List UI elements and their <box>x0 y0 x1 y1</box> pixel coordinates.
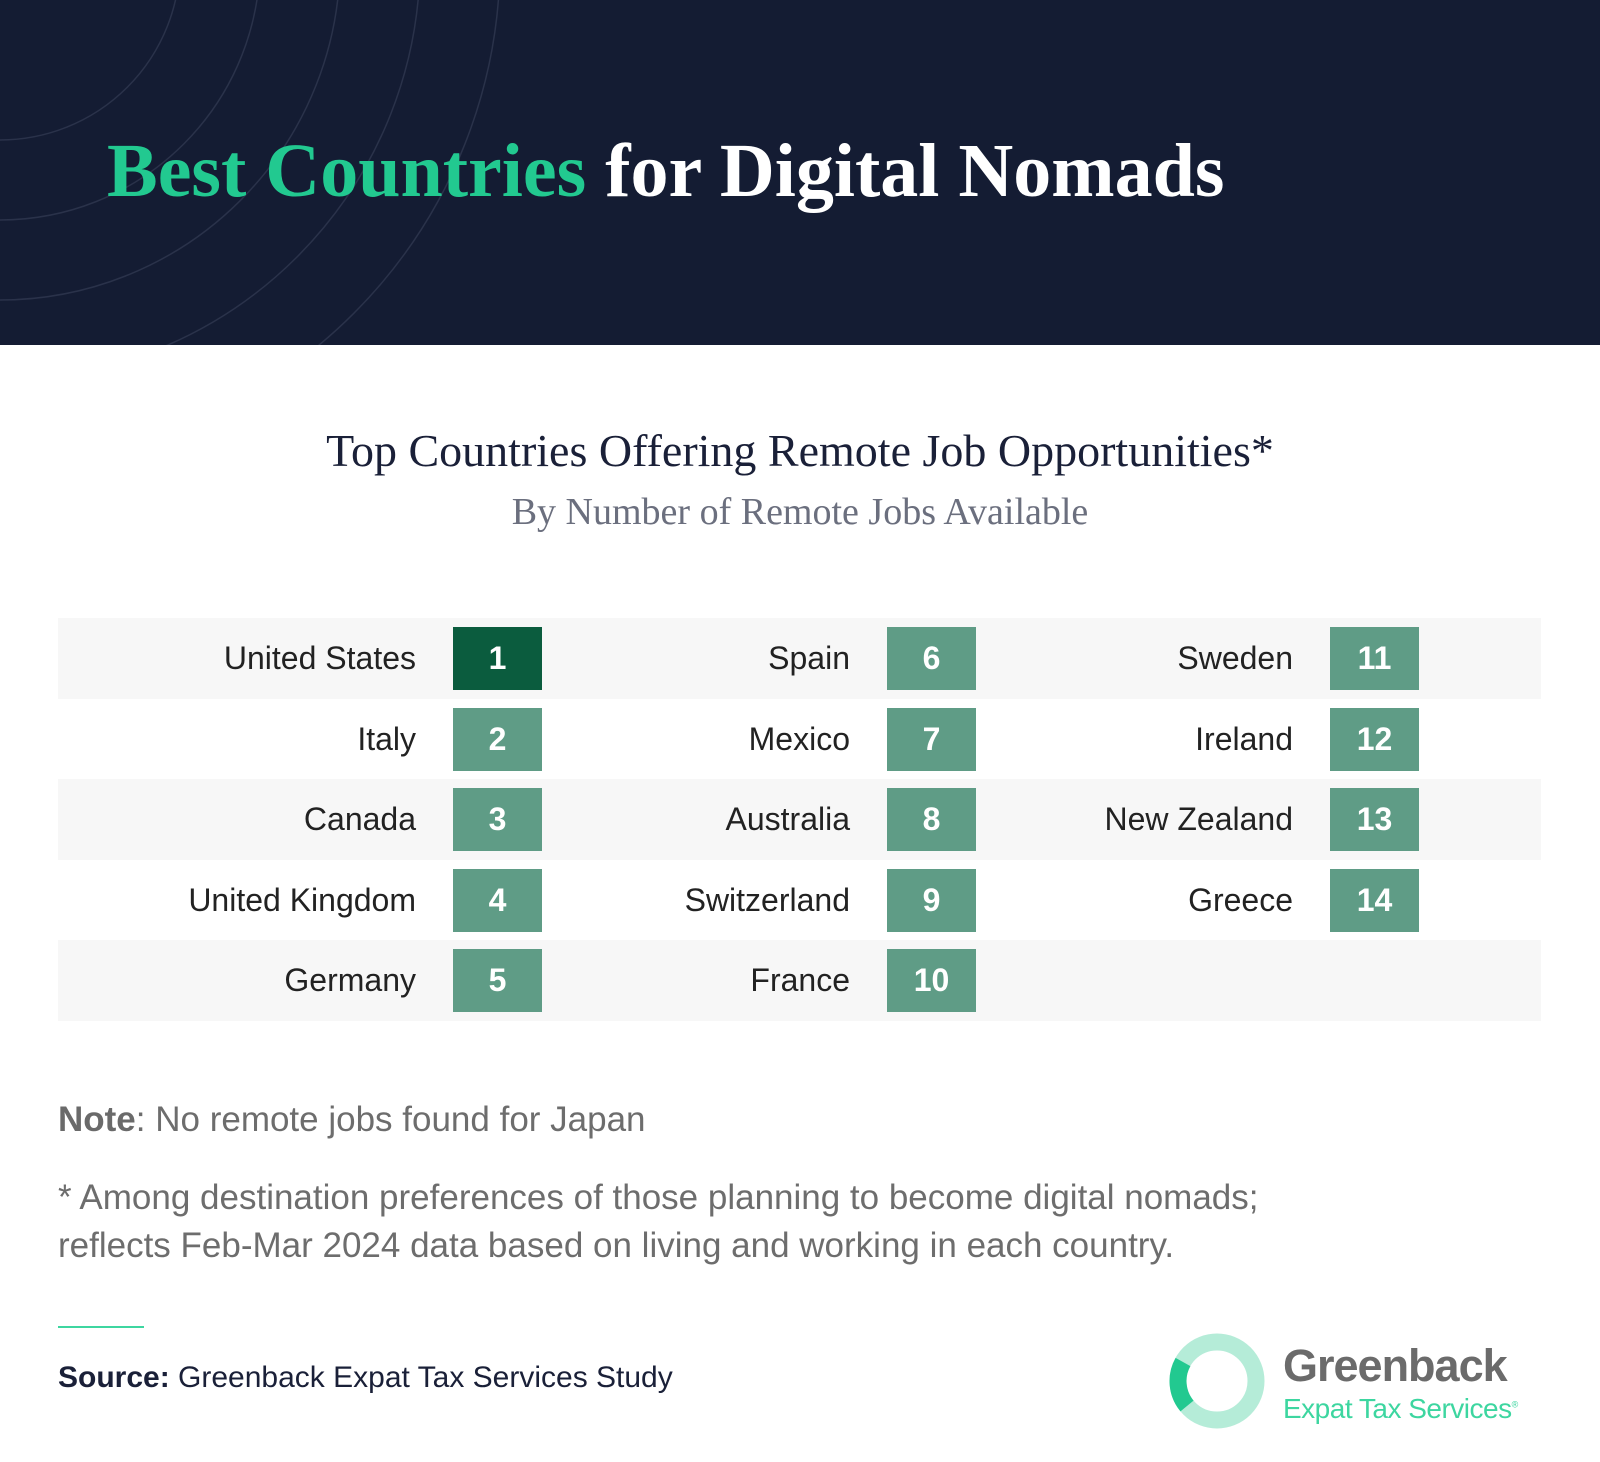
rank-badge: 11 <box>1330 627 1419 690</box>
table-row: Germany 5 France 10 <box>58 940 1541 1021</box>
logo-name: Greenback <box>1283 1340 1508 1391</box>
footnote-line: reflects Feb-Mar 2024 data based on livi… <box>58 1226 1175 1265</box>
note: Note: No remote jobs found for Japan <box>58 1100 646 1140</box>
footnote-line: * Among destination preferences of those… <box>58 1178 1259 1217</box>
table-row: United States 1 Spain 6 Sweden 11 <box>58 618 1541 699</box>
country-name: France <box>750 962 850 999</box>
rank-badge: 5 <box>453 949 542 1013</box>
note-text: : No remote jobs found for Japan <box>135 1100 646 1139</box>
title: Best Countries for Digital Nomads <box>107 128 1224 215</box>
logo-tagline-text: Expat Tax Services <box>1283 1393 1512 1424</box>
source-label: Source: <box>58 1361 170 1394</box>
country-name: United States <box>223 640 416 676</box>
title-highlight: Best Countries <box>107 129 587 213</box>
source-text: Greenback Expat Tax Services Study <box>178 1361 673 1394</box>
country-name: Mexico <box>748 720 850 757</box>
rank-badge: 9 <box>887 868 976 932</box>
source: Source: Greenback Expat Tax Services Stu… <box>58 1361 673 1395</box>
logo-mark <box>1169 1333 1265 1429</box>
subtitle: Top Countries Offering Remote Job Opport… <box>326 425 1274 476</box>
country-name: Italy <box>357 720 416 757</box>
ranking-table: United States 1 Spain 6 Sweden 11 Italy 2 Mexico… <box>58 618 1541 1021</box>
divider <box>58 1326 144 1328</box>
country-name: Canada <box>303 801 416 838</box>
rank-badge: 10 <box>887 949 976 1013</box>
rank-badge: 12 <box>1330 707 1419 771</box>
registered-mark: ® <box>1511 1399 1519 1410</box>
rank-badge: 7 <box>887 707 976 771</box>
country-name: Germany <box>284 962 416 999</box>
country-name: Greece <box>1188 881 1293 918</box>
rank-badge: 13 <box>1330 788 1419 852</box>
table-row: United Kingdom 4 Switzerland 9 Greece 14 <box>58 860 1541 941</box>
title-rest: for Digital Nomads <box>605 129 1225 213</box>
rank-badge: 1 <box>453 627 542 690</box>
country-name: New Zealand <box>1104 801 1293 838</box>
country-name: Australia <box>725 801 851 838</box>
subtitle-detail: By Number of Remote Jobs Available <box>511 491 1089 533</box>
note-label: Note <box>58 1100 136 1139</box>
country-name: Spain <box>768 640 850 676</box>
rank-badge: 4 <box>453 868 542 932</box>
logo-tagline: Expat Tax Services® <box>1283 1393 1518 1425</box>
country-name: Ireland <box>1195 720 1293 757</box>
rank-badge: 8 <box>887 788 976 852</box>
rank-badge: 14 <box>1330 868 1419 932</box>
header: Best Countries for Digital Nomads <box>0 0 1600 345</box>
rank-badge: 6 <box>887 627 976 690</box>
rank-badge: 3 <box>453 788 542 852</box>
table-row: Canada 3 Australia 8 New Zealand 13 <box>58 779 1541 860</box>
rank-badge: 2 <box>453 707 542 771</box>
country-name: Switzerland <box>684 881 850 918</box>
table-row: Italy 2 Mexico 7 Ireland 12 <box>58 699 1541 780</box>
country-name: Sweden <box>1177 640 1293 676</box>
country-name: United Kingdom <box>188 881 416 918</box>
